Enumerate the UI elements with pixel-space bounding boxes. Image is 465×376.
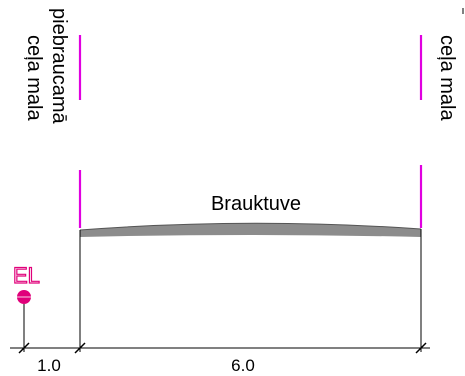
dimension-tick-middle [74, 342, 86, 354]
carriageway-label: Brauktuve [211, 193, 301, 215]
right-edge-label: ceļa mala [436, 35, 458, 121]
road-surface-top [79, 222, 422, 231]
elevation-label: EL [13, 263, 40, 288]
left-edge-label-line2: ceļa mala [23, 35, 45, 121]
dimension-label-left: 1.0 [37, 356, 61, 375]
dimension-tick-left [18, 342, 30, 354]
left-edge-label-line1: piebraucamā [48, 8, 70, 125]
dimension-label-main: 6.0 [231, 356, 255, 375]
road-surface [80, 223, 421, 237]
dimension-tick-right [415, 342, 427, 354]
